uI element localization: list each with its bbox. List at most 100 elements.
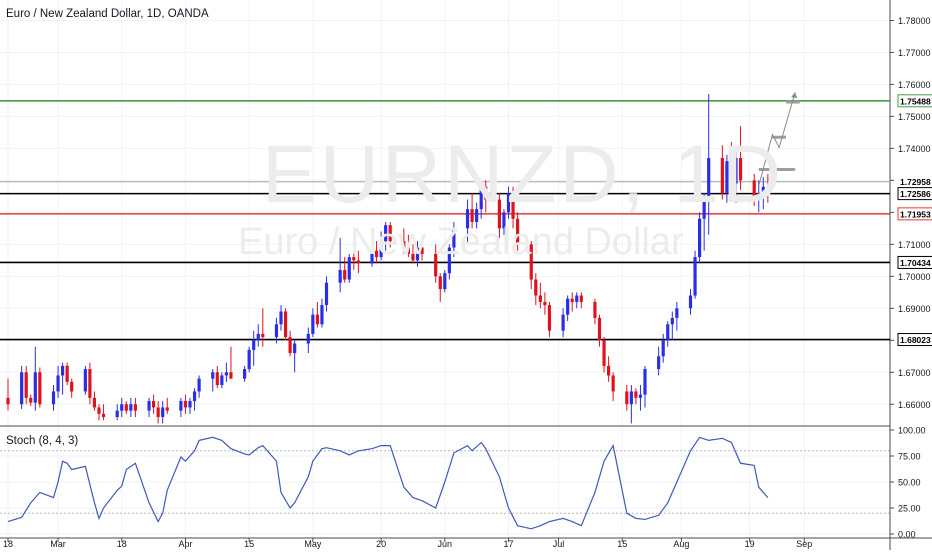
chart-title: Euro / New Zealand Dollar, 1D, OANDA [6, 8, 209, 20]
candle [51, 385, 56, 411]
candle-body [529, 244, 533, 280]
candle-body [156, 407, 160, 418]
candle-body [97, 407, 101, 414]
candle [597, 314, 602, 347]
candle-body [33, 372, 37, 403]
candle [766, 173, 770, 203]
candle-body [497, 199, 501, 229]
indicator-title[interactable]: Stoch (8, 4, 3) [6, 435, 79, 447]
candle [6, 378, 10, 411]
candle [288, 330, 292, 357]
candle-body [547, 305, 552, 331]
candle-body [470, 209, 474, 222]
candle [256, 324, 260, 347]
candle [465, 199, 470, 245]
candle [543, 292, 547, 315]
symbol-watermark: EURNZD, 1D [262, 129, 785, 220]
candle-body [502, 212, 506, 229]
candle [602, 337, 606, 373]
candle [675, 301, 679, 331]
candle [279, 305, 283, 331]
candle [220, 372, 224, 389]
candle-body [707, 157, 711, 197]
stoch-tick-label: 100.00 [898, 426, 926, 436]
candle-body [243, 369, 247, 379]
candle [92, 391, 97, 411]
candle-body [634, 391, 638, 398]
candle [156, 401, 160, 424]
candle [324, 276, 329, 312]
candle [133, 397, 137, 418]
stoch-layer [7, 436, 769, 530]
candle-body [506, 193, 511, 213]
candle [629, 385, 633, 424]
time-tick-label: 17 [503, 539, 513, 549]
candle-body [101, 413, 106, 418]
stoch-tick-label: 0.00 [898, 530, 916, 540]
candle [661, 333, 665, 363]
candle-body [402, 241, 406, 248]
candle-body [643, 369, 647, 395]
time-tick-label: 20 [376, 539, 386, 549]
candle-body [65, 365, 69, 382]
candle-body [224, 372, 228, 376]
candle [579, 292, 583, 309]
candle-body [579, 295, 583, 302]
candle [698, 212, 702, 264]
candle [252, 330, 256, 366]
candle-body [83, 369, 87, 392]
candle-body [638, 394, 643, 398]
candle [570, 292, 574, 312]
candle-body [70, 381, 74, 392]
candle [97, 404, 101, 421]
candle [115, 404, 119, 421]
candle [370, 244, 374, 267]
stoch-tick-label: 75.00 [898, 452, 921, 462]
candle-body [283, 311, 288, 338]
candle [516, 212, 520, 251]
candle [374, 241, 379, 264]
candle-body [29, 397, 33, 403]
candle-body [279, 311, 283, 325]
candle [475, 202, 479, 229]
candle [638, 385, 643, 411]
stoch-tick-label: 50.00 [898, 478, 921, 488]
candle-body [61, 365, 65, 376]
candles-layer [6, 94, 770, 424]
candle-body [288, 337, 292, 354]
candle [566, 295, 570, 322]
candle-body [215, 372, 219, 386]
time-tick-label: 15 [617, 539, 627, 549]
candle [147, 397, 151, 418]
price-tick-label: 1.77000 [898, 48, 931, 58]
candle [607, 356, 611, 382]
candle-body [675, 308, 679, 318]
candle-body [698, 218, 702, 258]
candle-body [356, 260, 360, 264]
candle [575, 292, 579, 309]
candle [634, 388, 638, 405]
level-label: 1.71953 [900, 209, 931, 219]
candle-body [120, 404, 124, 411]
candle [192, 388, 197, 411]
axis-layer: 1.780001.770001.760001.750001.740001.730… [3, 16, 932, 549]
candle [188, 397, 192, 414]
level-label: 1.68023 [900, 335, 931, 345]
time-tick-label: Jun [438, 539, 453, 549]
candle [625, 385, 629, 411]
candle [388, 221, 392, 248]
candle [129, 397, 133, 418]
projection-arrow-line [758, 91, 796, 186]
level-label-box [897, 187, 932, 201]
candle-body [274, 324, 279, 338]
candle [311, 308, 315, 338]
candle-body [693, 257, 697, 296]
candle [338, 237, 342, 293]
candle-body [229, 372, 233, 379]
time-tick-label: 19 [745, 539, 755, 549]
level-label: 1.70434 [900, 258, 931, 268]
candle-body [192, 391, 197, 402]
price-tick-label: 1.66000 [898, 400, 931, 410]
